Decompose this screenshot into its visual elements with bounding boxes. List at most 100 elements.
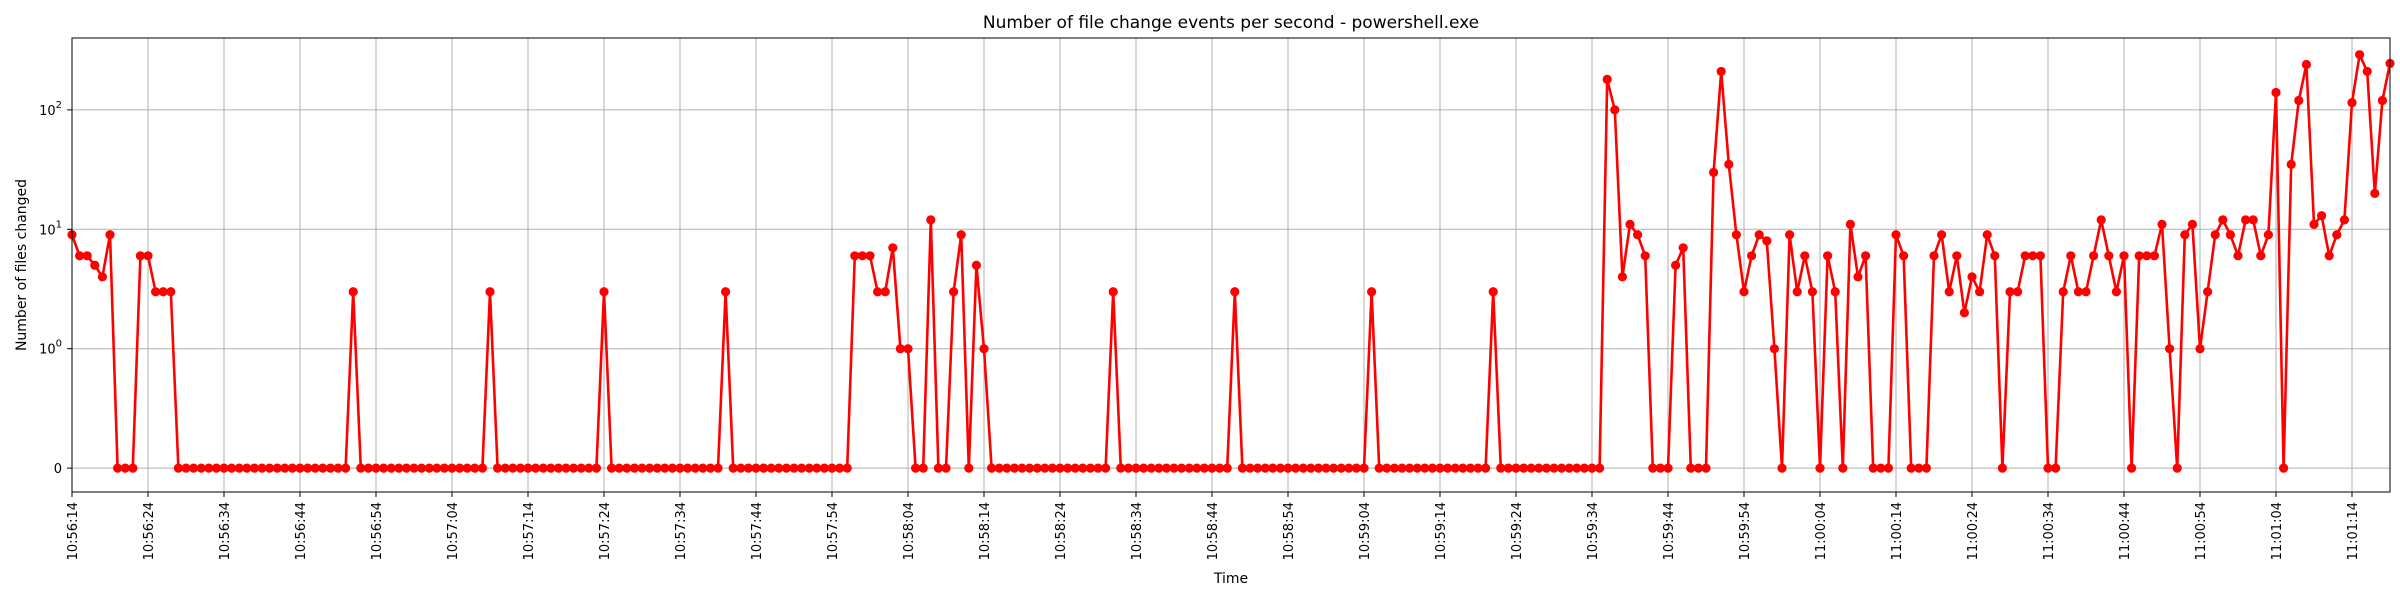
x-tick-label: 10:58:54 [1282, 502, 1297, 560]
data-point [2111, 287, 2121, 297]
data-point [1625, 219, 1635, 229]
data-point [1101, 463, 1111, 473]
data-point [1275, 463, 1285, 473]
data-point [325, 463, 335, 473]
data-point [812, 463, 822, 473]
data-point [987, 463, 997, 473]
data-point [1868, 463, 1878, 473]
x-tick-label: 10:56:34 [218, 502, 233, 560]
data-point [1329, 463, 1339, 473]
data-point [113, 463, 123, 473]
data-point [1952, 251, 1962, 261]
data-point [1268, 463, 1278, 473]
data-point [2377, 95, 2387, 106]
data-point [1731, 230, 1741, 240]
data-point [789, 463, 799, 473]
data-point [477, 463, 487, 473]
data-point [1488, 287, 1498, 297]
data-point [1519, 463, 1529, 473]
data-point [379, 463, 389, 473]
data-point [1633, 230, 1643, 240]
data-point [143, 251, 153, 261]
data-point [2035, 251, 2045, 261]
data-point [933, 463, 944, 473]
x-tick-label: 10:59:04 [1358, 502, 1373, 560]
data-point [736, 463, 746, 473]
data-point [1807, 287, 1817, 297]
data-point [500, 463, 510, 473]
data-point [994, 463, 1004, 473]
data-point [1906, 463, 1916, 473]
data-point [1557, 463, 1567, 473]
data-point [1693, 463, 1703, 473]
data-point [523, 463, 533, 473]
data-point [75, 251, 85, 261]
data-point [546, 463, 556, 473]
data-point [2271, 87, 2281, 98]
data-point [667, 463, 678, 473]
data-point [2324, 251, 2334, 261]
data-point [2089, 251, 2099, 261]
data-point [1405, 463, 1415, 473]
data-point [462, 463, 472, 473]
data-point [538, 463, 548, 473]
data-point [1306, 463, 1316, 473]
data-point [333, 463, 343, 473]
data-point [1336, 463, 1346, 473]
data-point [2165, 344, 2175, 354]
data-point [1351, 463, 1361, 473]
data-point [1610, 105, 1620, 115]
data-point [819, 463, 830, 473]
data-point [189, 463, 199, 473]
data-point [424, 463, 434, 473]
data-point [2073, 287, 2083, 297]
data-point [2286, 159, 2296, 169]
data-point [211, 463, 221, 473]
data-point [1435, 463, 1445, 473]
data-point [470, 463, 480, 473]
data-point [880, 287, 890, 297]
data-point [1595, 463, 1605, 473]
data-point [759, 463, 769, 473]
data-point [804, 463, 814, 473]
x-tick-label: 10:57:24 [598, 502, 613, 560]
data-point [895, 344, 906, 354]
data-point [135, 251, 145, 261]
data-point [1245, 463, 1255, 473]
data-point [2096, 215, 2106, 225]
data-point [1009, 463, 1020, 473]
data-point [2119, 251, 2129, 261]
x-tick-label: 10:58:04 [902, 502, 917, 560]
data-point [1724, 159, 1734, 169]
data-point [1792, 287, 1802, 297]
x-tick-label: 10:59:34 [1586, 502, 1601, 560]
data-point [1298, 463, 1308, 473]
data-point [2248, 215, 2258, 225]
x-tick-label: 10:59:24 [1510, 502, 1525, 560]
data-point [842, 463, 852, 473]
data-point [675, 463, 685, 473]
data-point [1139, 463, 1149, 473]
x-tick-label: 11:00:54 [2194, 502, 2209, 560]
data-point [1169, 463, 1179, 473]
data-point [576, 463, 586, 473]
data-point [272, 463, 282, 473]
data-point [2362, 66, 2372, 77]
data-point [607, 463, 617, 473]
data-point [295, 463, 305, 473]
data-point [721, 287, 731, 297]
x-tick-label: 11:00:44 [2118, 502, 2133, 560]
data-point [1443, 463, 1453, 473]
data-point [1572, 463, 1582, 473]
y-tick-label: 102 [39, 100, 62, 119]
x-tick-label: 10:57:54 [826, 502, 841, 560]
data-point [1549, 463, 1559, 473]
data-point [242, 463, 252, 473]
series-line [70, 53, 2392, 470]
data-point [1473, 463, 1483, 473]
data-point [1785, 230, 1795, 240]
data-point [439, 463, 449, 473]
data-point [713, 463, 723, 473]
data-point [1534, 463, 1544, 473]
